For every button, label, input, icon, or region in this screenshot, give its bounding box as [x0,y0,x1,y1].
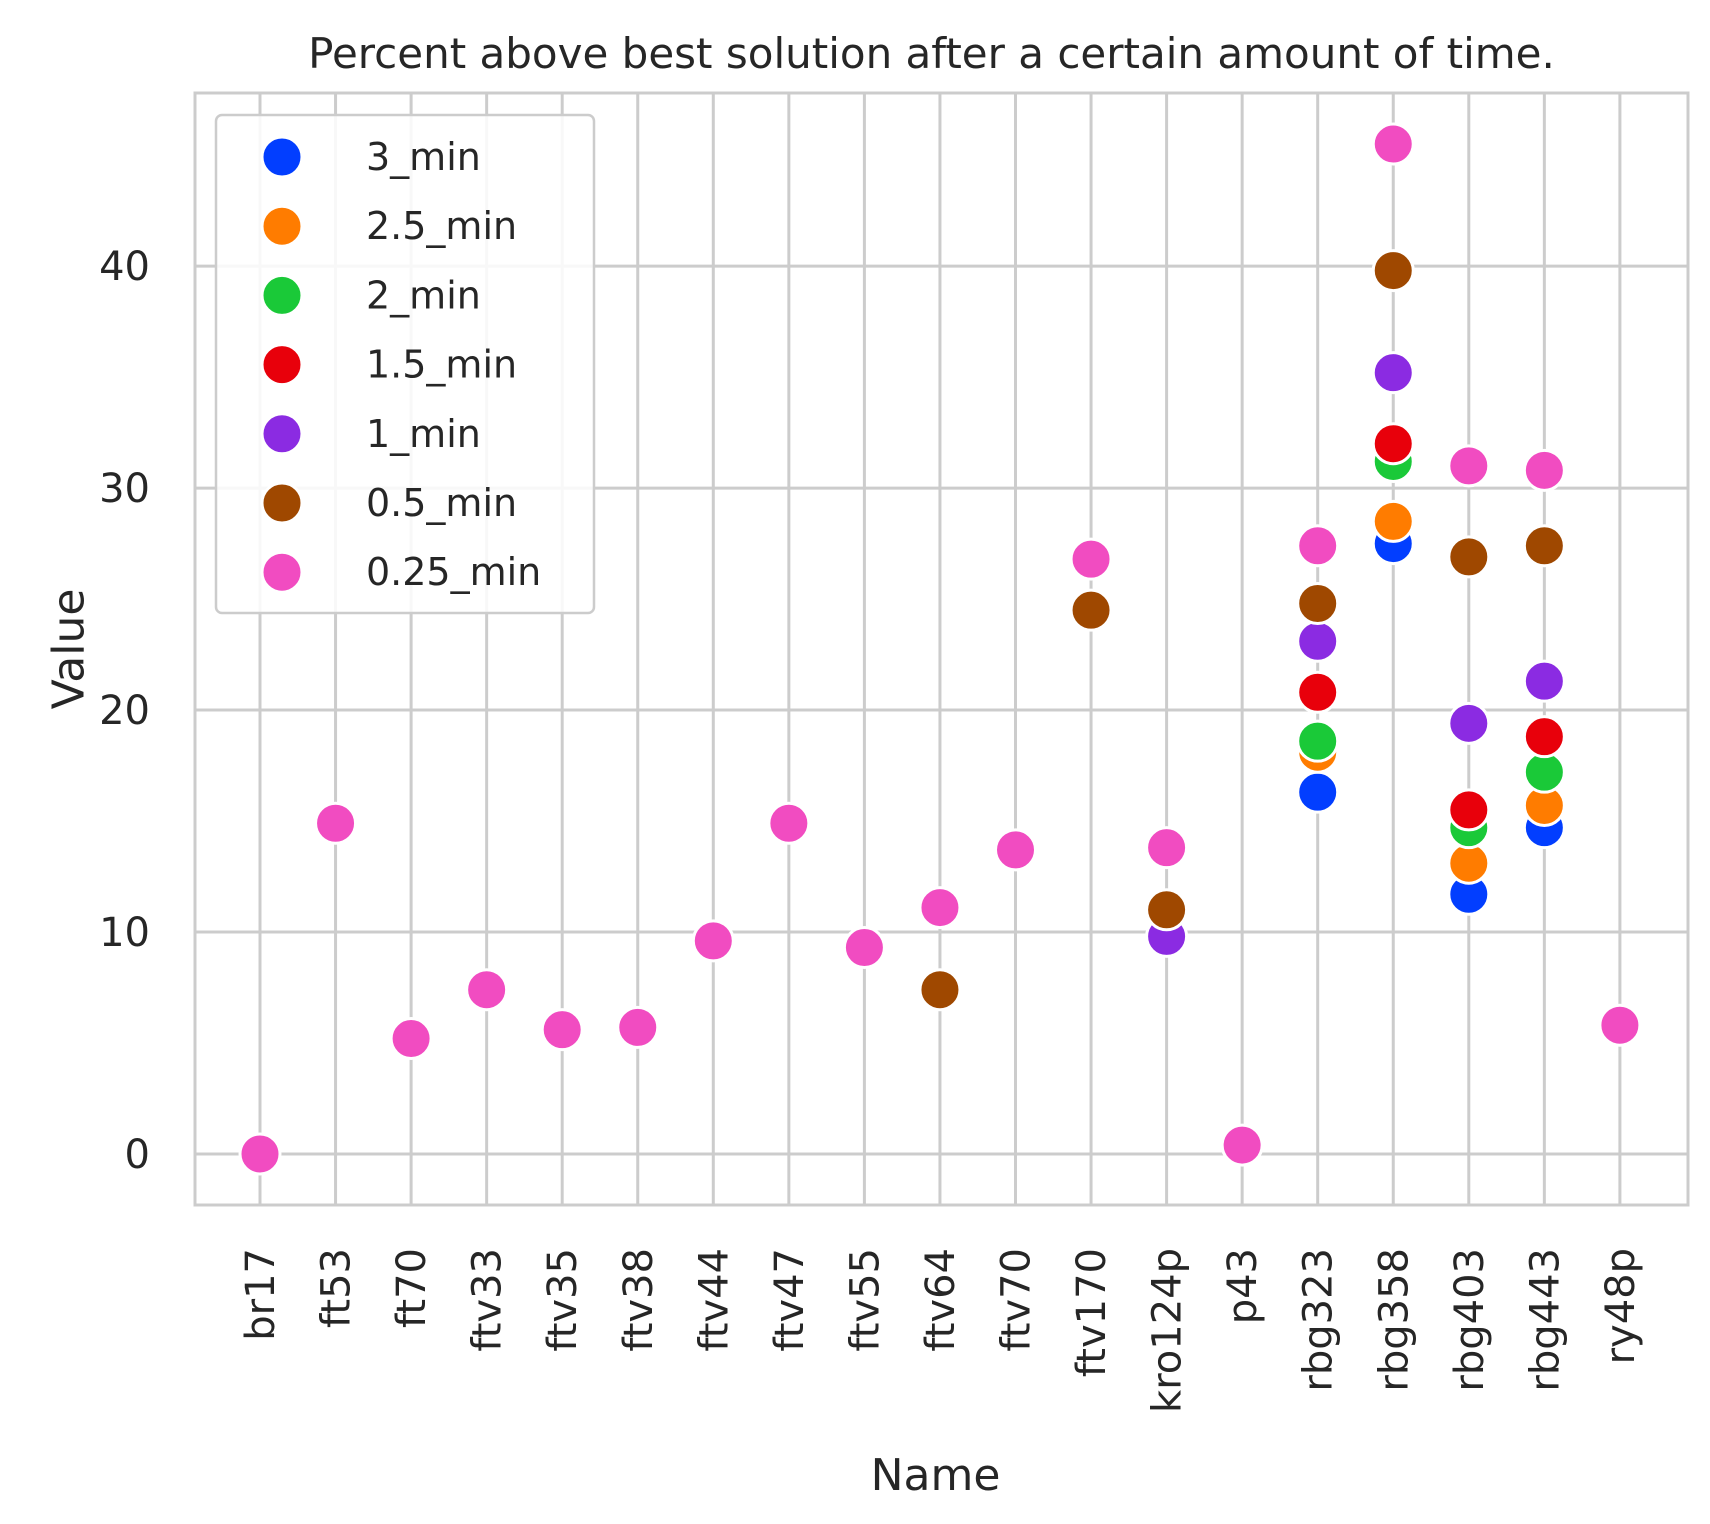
data-point [1296,581,1340,625]
x-tick-label: ftv38 [616,1248,662,1352]
data-point [1069,588,1113,632]
data-point [1522,524,1566,568]
data-point [1598,1003,1642,1047]
data-point [1069,537,1113,581]
legend-marker [260,550,304,594]
data-point [1371,122,1415,166]
x-tick-labels: br17 ft53 ft70 ftv33 ftv35 ftv38 ftv44 ftv47 ftv… [238,1248,1644,1413]
data-point [1371,422,1415,466]
data-point [994,828,1037,872]
legend-label: 2_min [366,273,481,317]
y-tick-label: 40 [99,244,150,290]
y-axis-title: Value [43,589,94,710]
y-tick-label: 10 [99,910,150,956]
x-axis-title: Name [871,1450,1001,1501]
data-point [1220,1123,1264,1167]
x-tick-label: ftv47 [767,1248,813,1352]
x-tick-label: ftv55 [842,1248,888,1352]
legend-marker [260,273,304,317]
plot-frame [193,91,1690,1207]
data-point [767,801,811,845]
y-tick-label: 0 [125,1132,150,1178]
data-point [1296,619,1340,663]
legend-box [214,113,596,615]
x-tick-label: br17 [238,1248,284,1341]
x-tick-label: p43 [1220,1248,1266,1324]
data-point [1522,448,1566,492]
legend-marker [260,135,304,179]
x-tick-label: ftv70 [994,1248,1040,1352]
data-point [238,1132,282,1176]
legend-marker [260,412,304,456]
legend-marker [260,204,304,248]
data-point [314,801,358,845]
legend-label: 0.5_min [366,481,517,525]
legend-label: 3_min [366,135,481,179]
data-point [616,1005,660,1049]
x-tick-label: ftv35 [540,1248,586,1352]
data-point [465,968,509,1012]
data-point [1522,659,1566,703]
data-point [918,886,962,930]
data-point [1371,351,1415,395]
data-point [842,926,886,970]
y-tick-labels: 0 10 20 30 40 [99,244,150,1178]
data-point [389,1017,433,1061]
data-point [1371,499,1415,543]
x-tick-label: rbg358 [1371,1248,1417,1392]
data-point [1296,670,1340,714]
data-point [1296,719,1340,763]
legend-label: 1_min [366,412,481,456]
data-point [691,919,735,963]
data-point [918,968,962,1012]
x-tick-label: ry48p [1598,1248,1644,1364]
x-tick-label: ftv44 [691,1248,737,1352]
data-point [1296,770,1340,814]
data-point [1296,524,1340,568]
legend-label: 2.5_min [366,204,517,248]
data-point [540,1008,584,1052]
x-tick-label: ft70 [389,1248,435,1328]
x-tick-label: rbg443 [1522,1248,1568,1392]
x-tick-label: rbg323 [1296,1248,1342,1392]
x-tick-label: rbg403 [1447,1248,1493,1392]
x-tick-label: kro124p [1145,1248,1191,1413]
chart-title: Percent above best solution after a cert… [308,29,1555,78]
legend-marker [260,343,304,387]
legend-label: 1.5_min [366,343,517,387]
data-point [1145,826,1189,870]
points-layer [238,122,1642,1176]
y-tick-label: 20 [99,688,150,734]
x-tick-label: ftv64 [918,1248,964,1352]
data-point [1447,788,1491,832]
legend: 3_min 2.5_min 2_min 1.5_min 1_min 0.5_min 0.25… [214,113,596,615]
legend-marker [260,481,304,525]
data-point [1145,888,1189,932]
data-point [1447,444,1491,488]
data-point [1447,535,1491,579]
data-point [1447,701,1491,745]
data-point [1447,841,1491,885]
y-tick-label: 30 [99,466,150,512]
x-tick-label: ftv33 [465,1248,511,1352]
x-tick-label: ft53 [314,1248,360,1328]
data-point [1522,715,1566,759]
x-tick-label: ftv170 [1069,1248,1115,1377]
data-point [1371,249,1415,293]
data-point [1522,750,1566,794]
legend-label: 0.25_min [366,550,541,594]
